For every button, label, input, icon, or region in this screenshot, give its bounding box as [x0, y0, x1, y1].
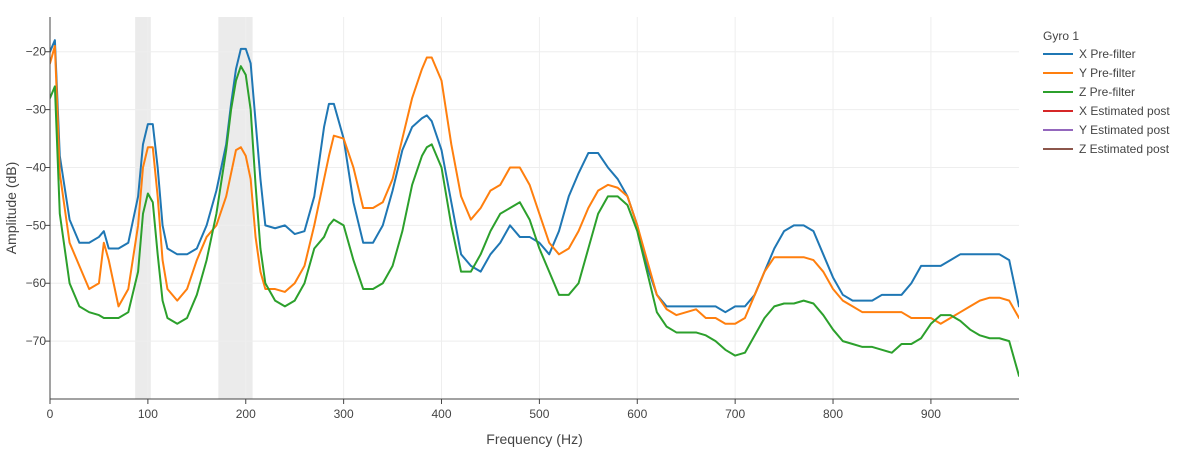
legend-item[interactable]: Y Estimated post [1043, 123, 1170, 137]
x-tick-label: 700 [725, 407, 745, 421]
x-tick-label: 500 [529, 407, 549, 421]
plot-area [50, 17, 1019, 399]
series-line-x-pre-filter [50, 39, 1019, 314]
legend-item[interactable]: Z Pre-filter [1043, 85, 1135, 99]
series-line-y-pre-filter [50, 44, 1019, 325]
x-tick-label: 400 [431, 407, 451, 421]
legend-label: Z Pre-filter [1079, 85, 1135, 99]
plot-background [50, 17, 1019, 399]
y-tick-label: −20 [26, 45, 47, 59]
highlight-band [135, 17, 151, 399]
legend-item[interactable]: X Estimated post [1043, 104, 1170, 118]
legend-label: X Estimated post [1079, 104, 1170, 118]
y-tick-label: −60 [26, 276, 47, 290]
x-tick-label: 900 [921, 407, 941, 421]
legend-label: Z Estimated post [1079, 142, 1170, 156]
legend-label: Y Pre-filter [1079, 66, 1135, 80]
x-tick-label: 800 [823, 407, 843, 421]
x-axis-title: Frequency (Hz) [486, 431, 582, 447]
gridlines [50, 17, 1019, 399]
legend-label: X Pre-filter [1079, 47, 1136, 61]
legend-item[interactable]: Y Pre-filter [1043, 66, 1135, 80]
y-tick-label: −50 [26, 218, 47, 232]
y-tick-label: −30 [26, 103, 47, 117]
axes: 0 100 200 300 400 500 600 700 800 900 −70 −60 −50 −40… [26, 17, 1019, 421]
x-tick-label: 600 [627, 407, 647, 421]
x-tick-label: 300 [334, 407, 354, 421]
legend[interactable]: Gyro 1 X Pre-filter Y Pre-filter Z Pre-fil… [1043, 29, 1170, 156]
y-tick-label: −70 [26, 334, 47, 348]
series-lines [50, 39, 1019, 377]
series-line-z-pre-filter [50, 65, 1019, 377]
y-axis-title: Amplitude (dB) [3, 162, 19, 255]
legend-item[interactable]: X Pre-filter [1043, 47, 1136, 61]
legend-item[interactable]: Z Estimated post [1043, 142, 1170, 156]
legend-label: Y Estimated post [1079, 123, 1170, 137]
y-tick-label: −40 [26, 160, 47, 174]
legend-title: Gyro 1 [1043, 29, 1079, 43]
x-tick-label: 200 [236, 407, 256, 421]
x-tick-label: 0 [47, 407, 54, 421]
x-tick-label: 100 [138, 407, 158, 421]
